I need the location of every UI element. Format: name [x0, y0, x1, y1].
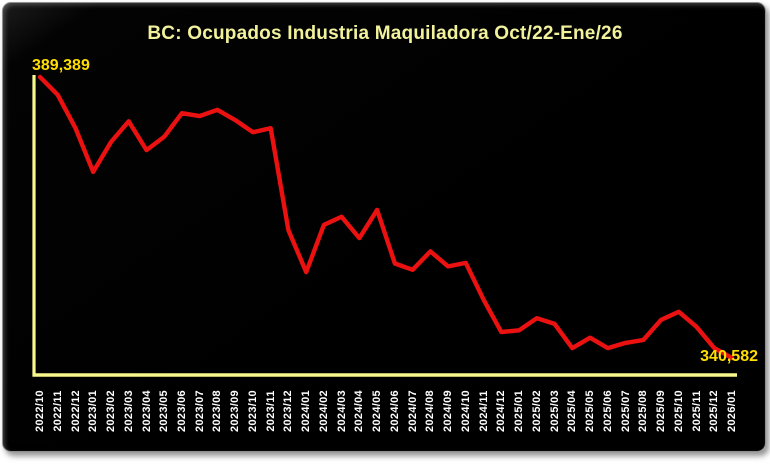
x-axis-label: 2023/09 — [229, 390, 242, 432]
x-axis-label: 2025/12 — [708, 390, 721, 432]
x-axis-label: 2024/03 — [335, 390, 348, 432]
x-axis-label: 2025/03 — [548, 390, 561, 432]
x-axis-label: 2023/03 — [122, 390, 135, 432]
x-axis-label: 2025/09 — [655, 390, 667, 432]
x-axis-label: 2022/11 — [51, 390, 64, 432]
x-axis-label: 2023/06 — [175, 390, 188, 432]
x-axis-label: 2024/04 — [353, 390, 366, 432]
x-axis-label: 2024/09 — [442, 390, 455, 432]
x-axis-label: 2024/11 — [477, 390, 490, 432]
last-value-label: 340,582 — [700, 348, 758, 365]
first-value-label: 389,389 — [32, 57, 90, 74]
x-axis-label: 2023/08 — [211, 390, 224, 432]
x-axis-label: 2023/11 — [264, 390, 277, 432]
x-axis-label: 2024/07 — [406, 390, 419, 432]
x-axis-label: 2025/02 — [530, 390, 543, 432]
x-axis-label: 2024/06 — [388, 390, 401, 432]
x-axis-label: 2026/01 — [726, 390, 738, 432]
x-axis-label: 2025/05 — [584, 390, 597, 432]
x-axis-label: 2023/10 — [246, 390, 259, 432]
x-axis-label: 2022/10 — [34, 390, 46, 432]
x-axis-label: 2024/01 — [300, 390, 313, 432]
x-axis-label: 2023/12 — [282, 390, 295, 432]
data-line — [37, 74, 735, 361]
x-axis-label: 2024/08 — [424, 390, 437, 432]
x-axis-label: 2024/02 — [317, 390, 330, 432]
x-axis-label: 2023/04 — [140, 390, 153, 432]
x-axis-label: 2024/05 — [371, 390, 384, 432]
x-axis-label: 2025/04 — [566, 390, 579, 432]
x-axis-label: 2023/07 — [193, 390, 206, 432]
x-axis-label: 2023/05 — [158, 390, 171, 432]
x-axis-label: 2025/10 — [672, 390, 685, 432]
chart-title: BC: Ocupados Industria Maquiladora Oct/2… — [147, 23, 623, 44]
x-axis-label: 2023/02 — [105, 390, 117, 432]
x-axis-label: 2022/12 — [69, 390, 82, 432]
x-axis-label: 2024/10 — [459, 390, 472, 432]
x-axis-label: 2024/12 — [495, 390, 508, 432]
x-axis-label: 2025/08 — [637, 390, 650, 432]
x-axis-label: 2025/07 — [619, 390, 632, 432]
x-axis-label: 2025/11 — [690, 390, 703, 432]
x-axis-label: 2025/06 — [601, 390, 614, 432]
x-axis-label: 2025/01 — [513, 390, 526, 432]
x-axis-label: 2023/01 — [87, 390, 100, 432]
